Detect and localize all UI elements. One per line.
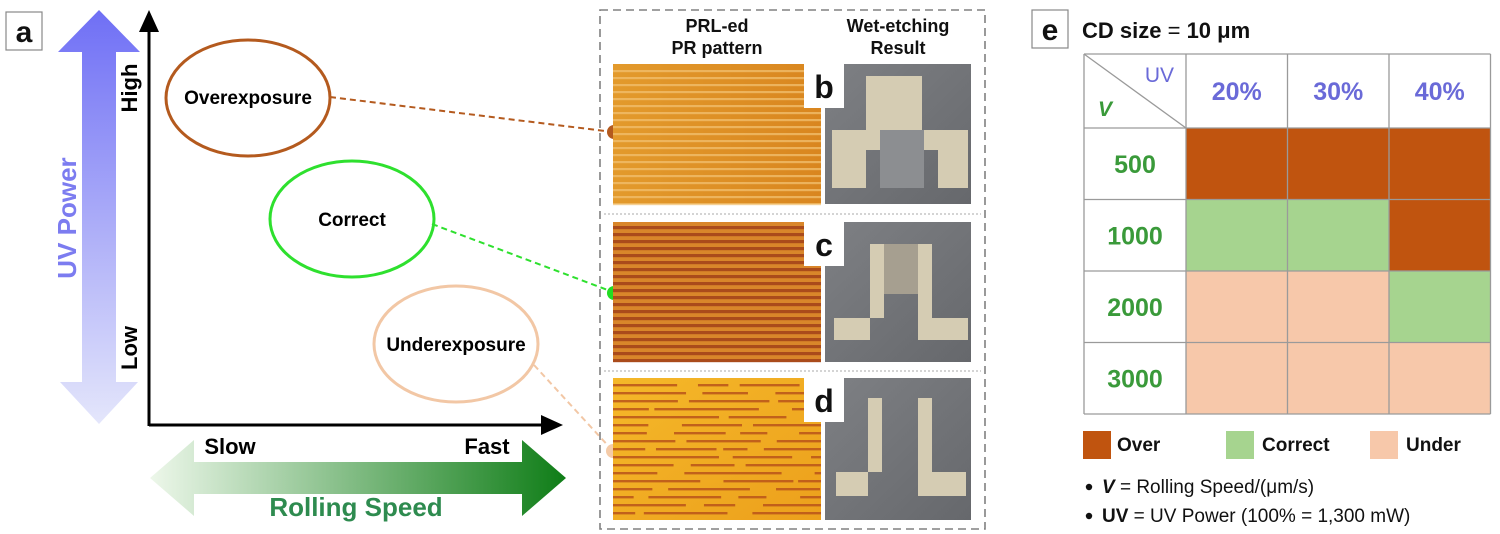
x-axis-arrowhead <box>541 415 563 435</box>
col2-header-line2: Result <box>870 38 925 58</box>
table-cell-correct <box>1287 199 1389 271</box>
etch-result-image-d <box>825 378 971 520</box>
underexposure-label: Underexposure <box>386 335 525 356</box>
image-panels-frame <box>599 9 986 530</box>
connector-correct <box>431 223 614 293</box>
panel-label-box-c <box>804 222 844 266</box>
table-cell-under <box>1186 271 1288 343</box>
legend-label-correct: Correct <box>1262 435 1330 456</box>
note-uv-symbol: UV <box>1102 506 1129 527</box>
pr-pattern-image-c <box>613 222 821 363</box>
note-v-text: = Rolling Speed/(μm/s) <box>1115 477 1314 498</box>
table-column-header: 30% <box>1313 78 1363 106</box>
rolling-speed-arrow <box>150 440 566 516</box>
table-corner-v: V <box>1098 98 1114 121</box>
pr-pattern-image-d <box>613 378 821 520</box>
uv-power-label: UV Power <box>52 157 82 278</box>
panel-label-box-e <box>1031 9 1069 49</box>
overexposure-label: Overexposure <box>184 88 312 109</box>
panel-label-d: d <box>814 383 834 419</box>
table-cell-under <box>1287 342 1389 414</box>
table-row-header: 500 <box>1114 151 1156 179</box>
table-row-header: 2000 <box>1107 294 1163 322</box>
panel-a: a UV Power High Low Slow Fast Rolling Sp… <box>5 10 621 522</box>
table-column-header: 20% <box>1212 78 1262 106</box>
panel-label-box-d <box>804 378 844 422</box>
table-cell-under <box>1287 271 1389 343</box>
col1-header-line2: PR pattern <box>671 38 762 58</box>
legend-swatch-over <box>1083 431 1111 459</box>
table-cell-over <box>1287 128 1389 200</box>
x-slow-label: Slow <box>204 434 256 459</box>
panel-e: e CD size = 10 μm UV V 20% 30% 40% 500 1000 200… <box>1031 9 1492 527</box>
condition-table: UV V 20% 30% 40% 500 1000 2000 3000 <box>1083 53 1492 415</box>
panel-label-b: b <box>814 69 834 105</box>
panel-label-box-b <box>804 64 844 108</box>
note-uv-text: = UV Power (100% = 1,300 mW) <box>1128 506 1410 527</box>
table-column-header: 40% <box>1415 78 1465 106</box>
note-bullet-uv <box>1085 512 1093 520</box>
table-corner-diagonal <box>1083 53 1187 129</box>
correct-ellipse <box>268 159 436 279</box>
table-title-label: CD size <box>1082 18 1161 43</box>
connector-over <box>329 96 614 133</box>
image-panels: PRL-ed PR pattern Wet-etching Result b <box>599 9 986 530</box>
table-cell-correct <box>1389 271 1491 343</box>
panel-label-a: a <box>16 16 33 49</box>
panel-label-e: e <box>1042 14 1059 47</box>
legend-label-over: Over <box>1117 435 1161 456</box>
panel-label-box-a <box>5 11 43 51</box>
legend-swatch-under <box>1370 431 1398 459</box>
note-uv: UV = UV Power (100% = 1,300 mW) <box>1102 506 1410 527</box>
rolling-speed-label: Rolling Speed <box>269 492 442 522</box>
table-cell-over <box>1389 128 1491 200</box>
table-title-value: 10 μm <box>1187 18 1251 43</box>
note-bullet-v <box>1085 483 1093 491</box>
y-axis-arrowhead <box>139 10 159 32</box>
y-low-label: Low <box>117 325 142 370</box>
table-title: CD size = 10 μm <box>1082 18 1250 43</box>
etch-result-image-b <box>825 64 971 204</box>
table-cell-over <box>1186 128 1288 200</box>
table-title-equals: = <box>1161 18 1186 43</box>
col1-header-line1: PRL-ed <box>686 16 749 36</box>
table-cell-correct <box>1186 199 1288 271</box>
legend-swatch-correct <box>1226 431 1254 459</box>
correct-label: Correct <box>318 210 386 231</box>
uv-power-arrow <box>58 10 140 424</box>
table-cell-over <box>1389 199 1491 271</box>
x-fast-label: Fast <box>464 434 510 459</box>
underexposure-ellipse <box>372 284 540 404</box>
legend-label-under: Under <box>1406 435 1462 456</box>
panel-label-c: c <box>815 227 833 263</box>
pr-pattern-image-b <box>613 64 821 206</box>
y-high-label: High <box>117 64 142 113</box>
note-v-symbol: V <box>1102 477 1116 498</box>
col2-header-line1: Wet-etching <box>847 16 950 36</box>
note-v: V = Rolling Speed/(μm/s) <box>1102 477 1314 498</box>
table-corner-uv: UV <box>1145 64 1174 87</box>
table-cell-under <box>1389 342 1491 414</box>
table-row-header: 1000 <box>1107 222 1163 250</box>
table-row-header: 3000 <box>1107 365 1163 393</box>
etch-result-image-c <box>825 222 971 362</box>
table-cell-under <box>1186 342 1288 414</box>
